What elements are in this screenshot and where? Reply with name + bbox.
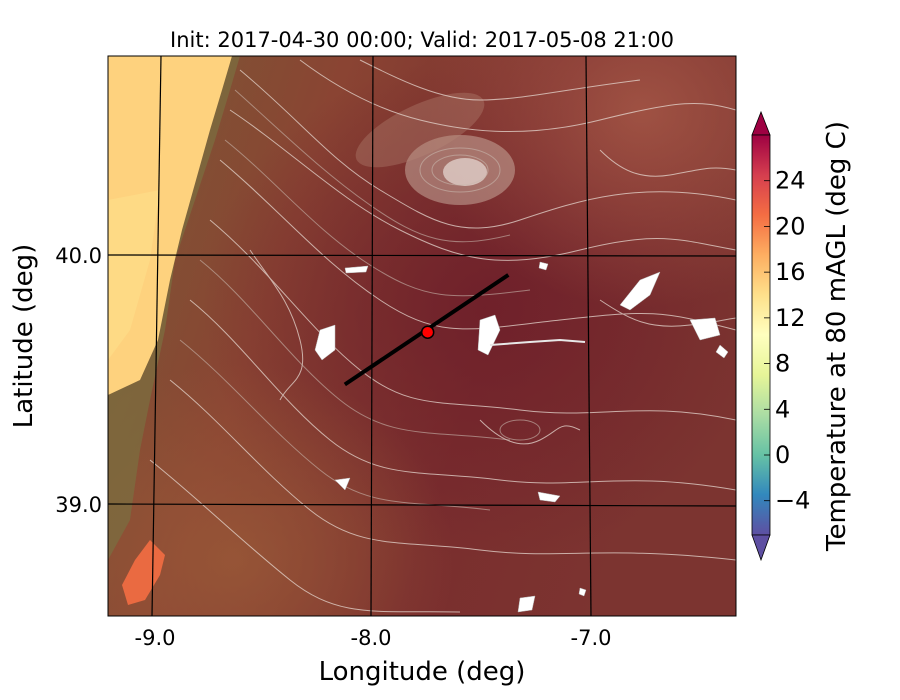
colorbar: −4 0 4 8 12 16 20 24 Temperature at 80 mAGL (de… xyxy=(751,110,852,562)
y-tick-label: 39.0 xyxy=(55,493,102,517)
lat-lon-grid xyxy=(108,56,736,616)
x-tick-label: -7.0 xyxy=(571,626,612,650)
ocean-region xyxy=(108,56,232,395)
colorbar-tick-label: 0 xyxy=(775,441,790,469)
colorbar-tick-label: 8 xyxy=(775,350,790,378)
colorbar-tick-label: 24 xyxy=(775,167,806,195)
colorbar-tick-label: 4 xyxy=(775,395,790,423)
x-axis-label: Longitude (deg) xyxy=(319,657,526,687)
colorbar-tick-label: 20 xyxy=(775,212,806,240)
x-axis: -9.0 -8.0 -7.0 xyxy=(135,626,612,650)
y-axis: 40.0 39.0 xyxy=(55,244,102,517)
y-axis-label: Latitude (deg) xyxy=(9,244,39,429)
colorbar-label: Temperature at 80 mAGL (deg C) xyxy=(822,121,852,552)
x-tick-label: -9.0 xyxy=(135,626,176,650)
location-marker xyxy=(420,325,435,339)
colorbar-scale xyxy=(751,134,771,536)
colorbar-extend-top xyxy=(751,110,771,136)
x-tick-label: -8.0 xyxy=(351,626,392,650)
plot-title: Init: 2017-04-30 00:00; Valid: 2017-05-0… xyxy=(170,28,674,52)
temperature-field xyxy=(108,56,736,616)
colorbar-tick-label: 12 xyxy=(775,304,806,332)
colorbar-tick-label: −4 xyxy=(775,487,810,515)
y-tick-label: 40.0 xyxy=(55,244,102,268)
colorbar-extend-bottom xyxy=(751,534,771,562)
plot-frame xyxy=(107,55,737,617)
colorbar-tick-label: 16 xyxy=(775,258,806,286)
transect-layer xyxy=(343,273,510,387)
masked-areas xyxy=(314,261,729,613)
